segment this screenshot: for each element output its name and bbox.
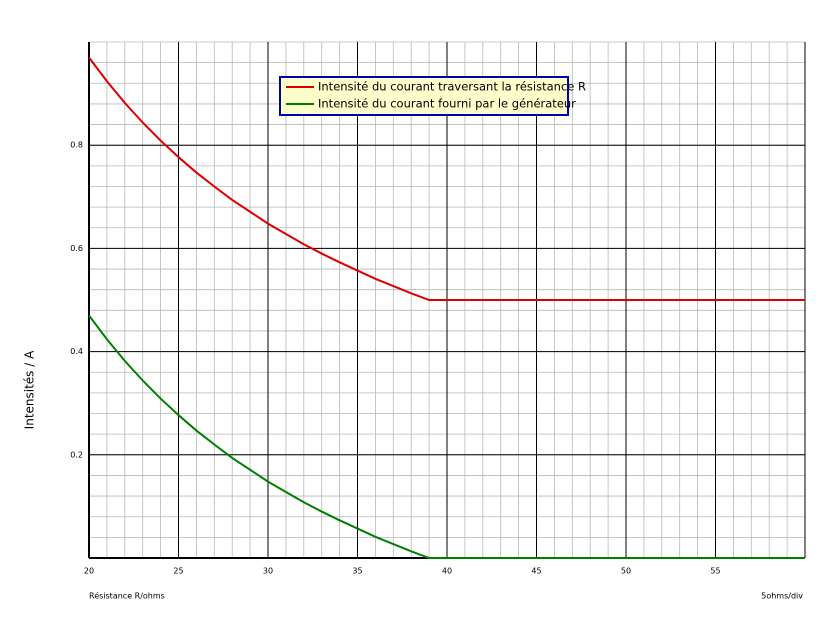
legend-label: Intensité du courant fourni par le génér… bbox=[318, 97, 576, 111]
x-tick-label: 25 bbox=[173, 567, 183, 576]
legend-label: Intensité du courant traversant la résis… bbox=[318, 80, 586, 94]
series-line bbox=[88, 56, 805, 301]
y-axis-label: Intensités / A bbox=[23, 350, 37, 429]
y-tick-label: 0.2 bbox=[70, 450, 83, 459]
x-tick-label: 30 bbox=[263, 567, 273, 576]
plot bbox=[88, 56, 805, 559]
x-tick-label: 45 bbox=[531, 567, 541, 576]
y-tick-label: 0.8 bbox=[70, 141, 83, 150]
x-tick-label: 40 bbox=[442, 567, 452, 576]
x-tick-label: 20 bbox=[84, 567, 94, 576]
series-line bbox=[88, 314, 805, 559]
y-tick-label: 0.4 bbox=[70, 347, 83, 356]
x-tick-label: 50 bbox=[621, 567, 631, 576]
x-axis-label: Résistance R/ohms bbox=[89, 591, 165, 601]
x-tick-label: 55 bbox=[710, 567, 720, 576]
legend-box bbox=[279, 76, 569, 116]
x-tick-label: 35 bbox=[352, 567, 362, 576]
y-tick-label: 0.6 bbox=[70, 244, 83, 253]
scale-note: 5ohms/div bbox=[761, 592, 803, 601]
